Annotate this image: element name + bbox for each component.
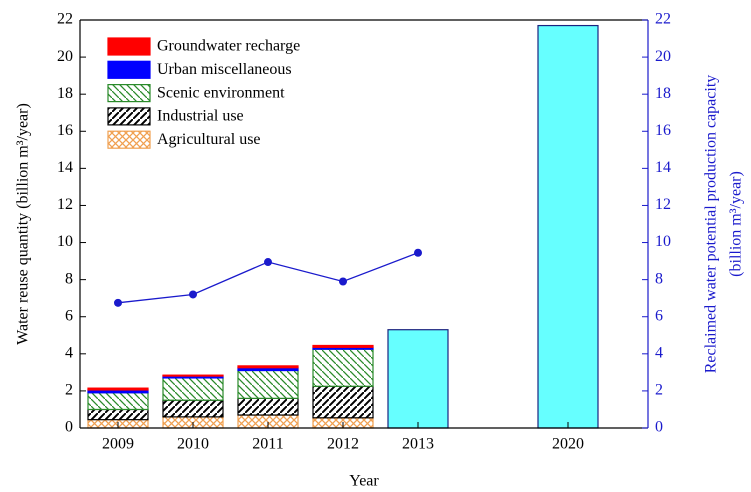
y-tick-label: 4 [65,344,73,361]
line-marker [264,258,272,267]
legend-swatch [107,60,151,79]
legend-label: Groundwater recharge [157,38,300,55]
x-tick-label: 2009 [102,436,134,453]
x-tick-label: 2010 [177,436,209,453]
y2-tick-label: 22 [655,11,671,28]
bar-segment [87,387,149,391]
y-tick-label: 6 [65,307,73,324]
y2-axis-label: (billion m³/year) [728,171,745,277]
y2-tick-label: 12 [655,196,671,213]
line-marker [114,298,122,307]
y-tick-label: 16 [57,122,73,139]
line-marker [414,248,422,257]
y-axis-label: Water reuse quantity (billion m³/year) [15,103,32,345]
y2-tick-label: 20 [655,48,671,65]
bar-segment [237,397,299,416]
legend-swatch [107,83,151,103]
bar-segment [87,392,149,411]
x-tick-label: 2013 [402,436,434,453]
y-tick-label: 14 [57,159,73,176]
y-tick-label: 12 [57,196,73,213]
bar-segment [312,348,374,387]
y-tick-label: 18 [57,85,73,102]
legend-label: Industrial use [157,108,244,125]
y2-tick-label: 4 [655,344,663,361]
bar-segment [387,329,449,429]
bar-segment [162,377,224,401]
y2-tick-label: 10 [655,233,671,250]
legend-swatch [107,130,151,149]
bar-segment [312,385,374,419]
y2-tick-label: 16 [655,122,671,139]
y2-tick-label: 2 [655,382,663,399]
y2-tick-label: 14 [655,159,671,176]
bar-segment [162,399,224,418]
x-tick-label: 2012 [327,436,359,453]
legend-label: Urban miscellaneous [157,61,292,78]
y2-tick-label: 18 [655,85,671,102]
line-marker [189,290,197,299]
y-tick-label: 20 [57,48,73,65]
bar-segment [87,408,149,421]
line-marker [339,277,347,286]
bar-segment [237,369,299,399]
legend-swatch [107,107,151,126]
x-axis-label: Year [349,473,379,490]
y-tick-label: 10 [57,233,73,250]
bar-segment [237,365,299,369]
legend-label: Scenic environment [157,84,285,101]
y2-axis-label: Reclaimed water potential production cap… [703,75,720,374]
y2-tick-label: 0 [655,419,663,436]
y2-tick-label: 8 [655,270,663,287]
legend-swatch [107,37,151,56]
bar-segment [312,344,374,348]
y-tick-label: 22 [57,11,73,28]
x-tick-label: 2020 [552,436,584,453]
bar-segment [162,374,224,377]
y-tick-label: 0 [65,419,73,436]
y-tick-label: 8 [65,270,73,287]
y-tick-label: 2 [65,382,73,399]
x-tick-label: 2011 [252,436,283,453]
bar-segment [537,24,599,429]
y2-tick-label: 6 [655,307,663,324]
legend-label: Agricultural use [157,131,261,148]
